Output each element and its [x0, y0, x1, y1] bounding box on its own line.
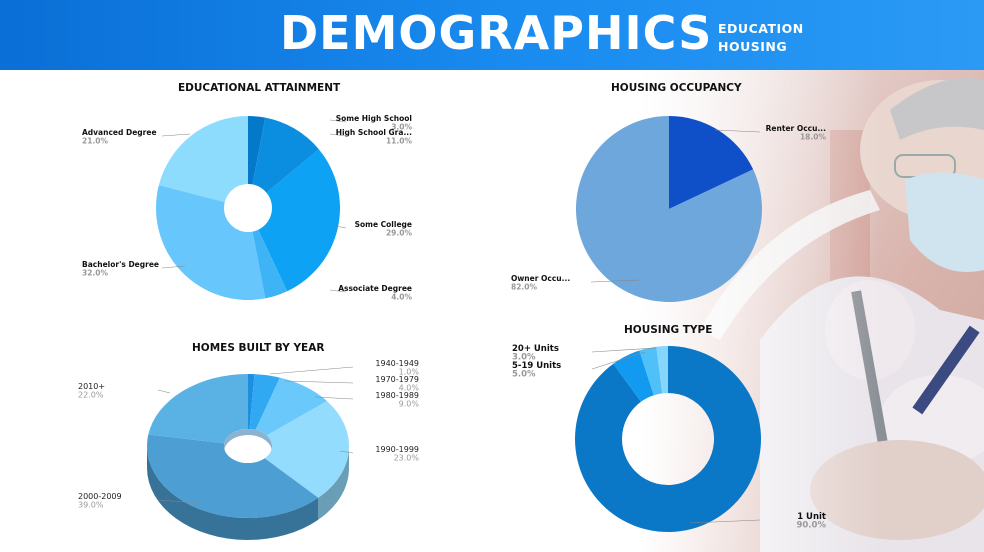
year-value-1: 1.0%: [399, 368, 420, 377]
edu-label-5: Bachelor's Degree: [82, 260, 159, 269]
occupancy-chart-title: HOUSING OCCUPANCY: [611, 82, 742, 94]
edu-slice-2: [252, 117, 319, 193]
occ-pie-chart: Renter Occu...18.0% Owner Occu...82.0%: [511, 116, 826, 302]
edu-value-2: 11.0%: [386, 137, 413, 146]
type-slice-1: [575, 346, 761, 533]
occ-label-1: Renter Occu...: [766, 124, 826, 133]
edu-slice-1: [248, 116, 266, 185]
donut-hole: [224, 429, 272, 463]
subtitle-education: EDUCATION: [718, 21, 804, 36]
year-value-5: 39.0%: [78, 501, 104, 510]
edu-label-2: High School Gra...: [336, 128, 412, 137]
subtitle-housing: HOUSING: [718, 39, 788, 54]
type-leader-1: [689, 519, 761, 524]
pie-side-5: [147, 446, 319, 540]
header-banner: DEMOGRAPHICS EDUCATION HOUSING: [0, 0, 984, 70]
year-label-6: 2010+: [78, 382, 105, 391]
type-leader-2: [591, 351, 646, 370]
edu-leader-5: [161, 265, 186, 269]
type-slice-4: [656, 346, 668, 394]
year-value-3: 9.0%: [399, 400, 420, 409]
year-slice-5: [147, 434, 319, 519]
edu-label-6: Advanced Degree: [82, 128, 157, 137]
year-leader-4: [339, 450, 354, 454]
edu-leader-2: [329, 133, 347, 137]
year-leader-2: [284, 380, 354, 384]
year-slice-2: [249, 374, 280, 430]
edu-label-3: Some College: [355, 220, 412, 229]
dentist-photo: [640, 70, 984, 552]
edu-chart-title: EDUCATIONAL ATTAINMENT: [178, 82, 341, 94]
donut-hole-wall: [224, 429, 272, 452]
edu-leader-3: [334, 225, 347, 229]
type-leader-3: [591, 347, 656, 353]
occ-label-2: Owner Occu...: [511, 274, 570, 283]
year-label-3: 1980-1989: [375, 391, 419, 400]
year-leader-3: [314, 396, 354, 400]
year-value-6: 22.0%: [78, 391, 104, 400]
occ-value-2: 82.0%: [511, 283, 538, 292]
edu-value-5: 32.0%: [82, 269, 109, 278]
edu-value-3: 29.0%: [386, 229, 413, 238]
edu-leader-4: [329, 289, 347, 293]
type-slice-2: [613, 350, 654, 402]
page-title: DEMOGRAPHICS: [280, 6, 713, 60]
year-label-2: 1970-1979: [375, 375, 419, 384]
year-slice-4: [264, 401, 349, 498]
edu-slice-5: [156, 185, 266, 300]
year-leader-6: [157, 389, 171, 394]
edu-slice-6: [158, 116, 248, 203]
edu-value-1: 3.0%: [391, 123, 412, 132]
year-label-5: 2000-2009: [78, 492, 122, 501]
year-slice-1: [248, 374, 255, 430]
year-label-4: 1990-1999: [375, 445, 419, 454]
year-value-2: 4.0%: [399, 384, 420, 393]
type-chart-title: HOUSING TYPE: [624, 324, 713, 336]
year-slice-3: [255, 377, 327, 436]
edu-label-1: Some High School: [336, 114, 412, 123]
edu-leader-1: [329, 119, 347, 123]
year-slice-6: [148, 374, 248, 444]
year-leader-1: [269, 366, 354, 375]
edu-slice-3: [258, 149, 340, 292]
type-value-2: 5.0%: [512, 370, 536, 380]
edu-value-4: 4.0%: [391, 293, 412, 302]
occ-value-1: 18.0%: [800, 133, 827, 142]
edu-leader-6: [161, 133, 191, 137]
edu-slice-4: [252, 229, 288, 299]
type-value-1: 90.0%: [797, 521, 827, 531]
header-subtitle: EDUCATION HOUSING: [718, 20, 804, 56]
occ-leader-2: [590, 279, 641, 283]
type-label-3: 20+ Units: [512, 344, 559, 354]
occ-slice-2: [576, 116, 762, 302]
edu-value-6: 21.0%: [82, 137, 109, 146]
type-label-2: 5-19 Units: [512, 361, 561, 371]
type-slice-3: [639, 346, 663, 396]
occ-leader-1: [714, 129, 761, 133]
occ-slice-1: [669, 116, 754, 209]
type-value-3: 3.0%: [512, 353, 536, 363]
year-pie-side: [147, 446, 349, 540]
year-chart-title: HOMES BUILT BY YEAR: [192, 342, 325, 354]
type-label-1: 1 Unit: [797, 512, 826, 522]
year-leader-5: [157, 499, 201, 504]
edu-label-4: Associate Degree: [338, 284, 412, 293]
year-value-4: 23.0%: [394, 454, 420, 463]
year-label-1: 1940-1949: [375, 359, 419, 368]
pie-side-4: [318, 446, 349, 520]
